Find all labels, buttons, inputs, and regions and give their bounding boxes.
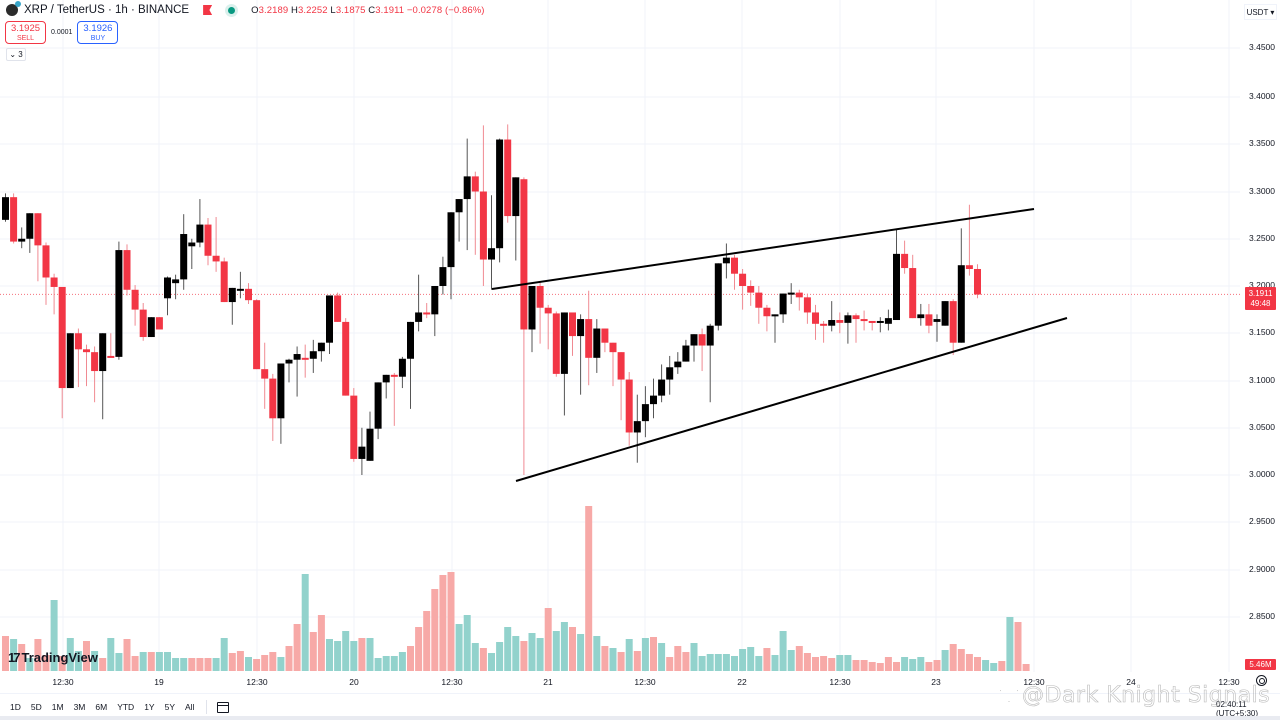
time-axis-label: 12:30 (441, 677, 463, 687)
watermark-logo-icon (1000, 690, 1018, 702)
price-axis-label: 3.1500 (1249, 327, 1275, 337)
tradingview-logo[interactable]: 17 TradingView (8, 650, 98, 665)
range-toolbar: 1D 5D 1M 3M 6M YTD 1Y 5Y All (0, 693, 1280, 720)
spread-value: 0.0001 (51, 29, 73, 36)
time-axis-label: 19 (154, 677, 164, 687)
time-axis-label: 22 (737, 677, 747, 687)
watermark: @Dark Knight Signals (1000, 683, 1270, 708)
time-axis-label: 12:30 (1023, 677, 1045, 687)
time-axis-label: 12:30 (829, 677, 851, 687)
price-axis-label: 3.3000 (1249, 186, 1275, 196)
price-axis-label: 2.9000 (1249, 564, 1275, 574)
price-chart-canvas[interactable] (0, 0, 1240, 672)
price-axis-label: 3.1000 (1249, 375, 1275, 385)
ohlc-values: O3.2189 H3.2252 L3.1875 C3.1911 −0.0278 … (251, 4, 485, 16)
time-axis-label: 21 (543, 677, 553, 687)
price-axis-label: 3.4000 (1249, 91, 1275, 101)
indicators-toggle-button[interactable]: ⌄ 3 (6, 48, 26, 61)
time-axis-label: 23 (931, 677, 941, 687)
price-axis-label: 2.8500 (1249, 611, 1275, 621)
price-axis-label: 3.2000 (1249, 280, 1275, 290)
axis-settings-icon[interactable] (1256, 675, 1267, 686)
price-axis-label: 3.0500 (1249, 422, 1275, 432)
tradingview-logo-icon: 17 (8, 650, 21, 665)
sell-button[interactable]: 3.1925 SELL (5, 21, 46, 44)
bottom-divider (0, 716, 1280, 720)
price-axis-label: 3.4500 (1249, 42, 1275, 52)
price-axis-label: 3.3500 (1249, 138, 1275, 148)
lower-wedge-line[interactable] (515, 317, 1068, 482)
time-axis-label: 12:30 (634, 677, 656, 687)
time-axis-label: 12:30 (246, 677, 268, 687)
upper-wedge-line[interactable] (491, 208, 1035, 290)
range-1m-button[interactable]: 1M (51, 702, 64, 712)
trade-buttons: 3.1925 SELL 0.0001 3.1926 BUY (5, 21, 119, 44)
range-ytd-button[interactable]: YTD (117, 702, 135, 712)
buy-button[interactable]: 3.1926 BUY (77, 21, 119, 44)
range-3m-button[interactable]: 3M (73, 702, 86, 712)
toolbar-divider (206, 700, 208, 714)
last-price-tag: 3.1911 49:48 (1245, 287, 1276, 310)
range-1y-button[interactable]: 1Y (144, 702, 155, 712)
volume-tag: 5.46M (1245, 659, 1276, 670)
market-open-status-icon (228, 6, 236, 14)
range-6m-button[interactable]: 6M (95, 702, 108, 712)
time-axis-label: 20 (349, 677, 359, 687)
xrp-symbol-icon (6, 1, 21, 16)
range-5d-button[interactable]: 5D (30, 702, 42, 712)
symbol-title[interactable]: XRP / TetherUS · 1h · BINANCE (24, 4, 190, 16)
range-1d-button[interactable]: 1D (10, 702, 21, 712)
price-axis-label: 2.9500 (1249, 516, 1275, 526)
price-axis-label: 3.2500 (1249, 233, 1275, 243)
timezone-clock[interactable]: 02:40:11 (UTC+5:30) (1216, 700, 1259, 718)
currency-select[interactable]: USDT ▾ (1244, 4, 1277, 20)
time-axis-label: 12:30 (1218, 677, 1240, 687)
time-axis-label: 24 (1126, 677, 1136, 687)
time-axis-label: 12:30 (52, 677, 74, 687)
symbol-legend: XRP / TetherUS · 1h · BINANCE O3.2189 H3… (6, 1, 485, 16)
range-5y-button[interactable]: 5Y (164, 702, 175, 712)
price-axis-label: 3.0000 (1249, 469, 1275, 479)
range-all-button[interactable]: All (185, 702, 195, 712)
go-to-date-calendar-icon[interactable] (217, 701, 230, 713)
flag-icon[interactable] (203, 5, 213, 15)
